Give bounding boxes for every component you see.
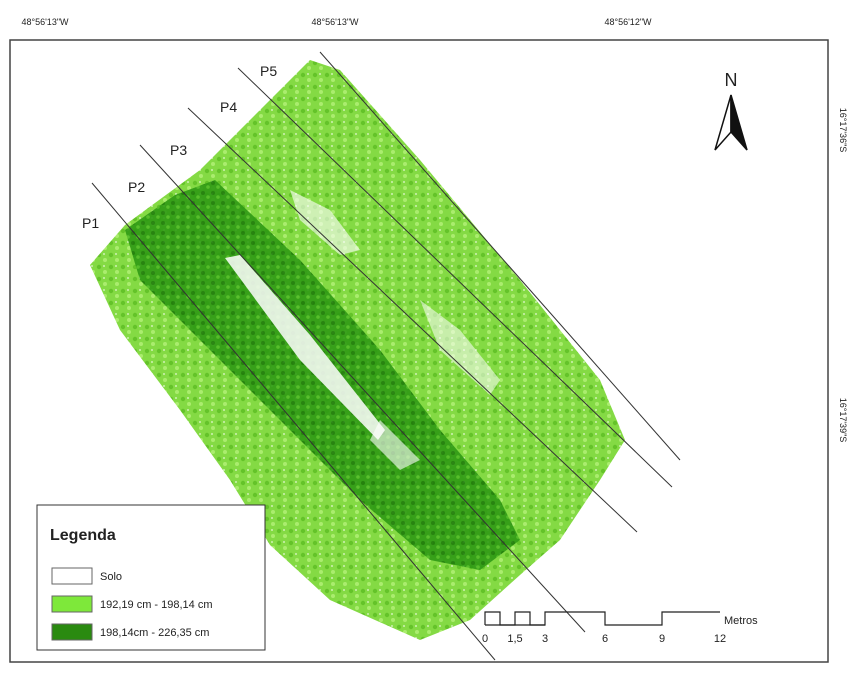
legend-swatch	[52, 596, 92, 612]
plot-label: P5	[260, 63, 277, 79]
coordinate-label: 48°56'13"W	[311, 17, 359, 27]
scale-label: 12	[714, 633, 726, 645]
coordinate-label: 48°56'12"W	[604, 17, 652, 27]
plot-label: P3	[170, 142, 187, 158]
legend-label: 192,19 cm - 198,14 cm	[100, 599, 213, 611]
coordinate-label: 16°17'39"S	[838, 398, 847, 443]
legend-label: Solo	[100, 571, 122, 583]
scale-label: 1,5	[507, 633, 522, 645]
scale-label: 6	[602, 633, 608, 645]
legend: Legenda Solo 192,19 cm - 198,14 cm 198,1…	[37, 505, 265, 650]
plot-label: P1	[82, 215, 99, 231]
map: 48°56'13"W 48°56'13"W 48°56'12"W 16°17'3…	[0, 0, 847, 673]
plot-label: P2	[128, 179, 145, 195]
coordinate-label: 48°56'13"W	[21, 17, 69, 27]
plot-label: P4	[220, 99, 237, 115]
scale-label: 9	[659, 633, 665, 645]
legend-swatch	[52, 568, 92, 584]
coordinate-label: 16°17'36"S	[838, 108, 847, 153]
legend-swatch	[52, 624, 92, 640]
scale-label: 3	[542, 633, 548, 645]
north-label: N	[725, 70, 738, 90]
scale-label: 0	[482, 633, 488, 645]
legend-label: 198,14cm - 226,35 cm	[100, 627, 209, 639]
scale-unit: Metros	[724, 615, 758, 627]
legend-title: Legenda	[50, 527, 116, 544]
